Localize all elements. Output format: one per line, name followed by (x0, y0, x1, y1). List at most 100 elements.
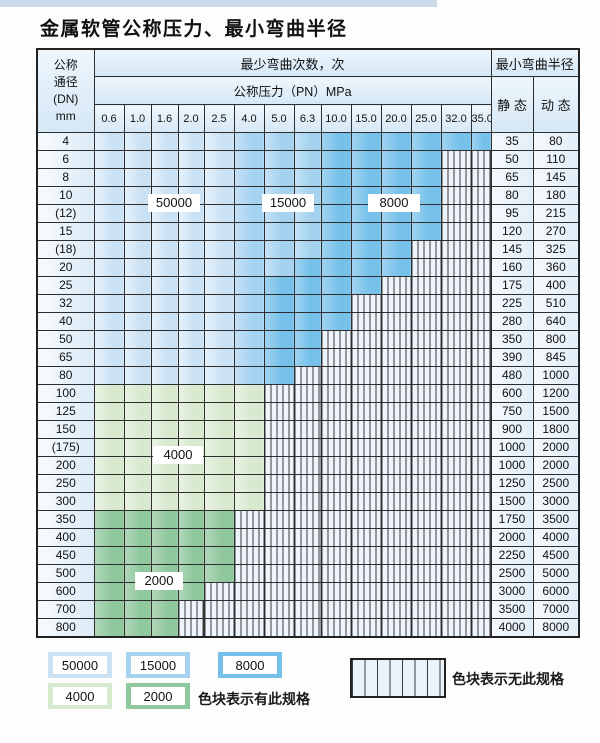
spec-cell-8000 (263, 294, 295, 313)
dynamic-radius-value: 2500 (532, 474, 580, 493)
table-row: 8 65 145 (36, 168, 580, 187)
legend-swatch-label: 2000 (131, 687, 185, 705)
spec-cell-8000 (320, 312, 352, 331)
no-spec-cell (320, 546, 352, 565)
pressure-col-header: 2.5 (203, 104, 235, 133)
no-spec-cell (470, 366, 492, 385)
table-row: 200 1000 2000 (36, 456, 580, 475)
no-spec-cell (263, 402, 295, 421)
no-spec-cell (410, 420, 442, 439)
region-cycles-label: 50000 (148, 194, 200, 212)
no-spec-cell (380, 402, 412, 421)
dynamic-column-header: 动 态 (532, 76, 580, 133)
dn-header-line-2: (DN) (53, 92, 79, 106)
table-row: 50 350 800 (36, 330, 580, 349)
no-spec-cell (470, 186, 492, 205)
spec-cell-2000 (203, 510, 235, 529)
no-spec-cell (410, 240, 442, 259)
no-spec-cell (440, 618, 472, 638)
spec-cell-4000 (177, 492, 205, 511)
no-spec-cell (470, 330, 492, 349)
dn-cell: 150 (36, 420, 95, 439)
dynamic-radius-value: 1800 (532, 420, 580, 439)
no-spec-cell (350, 438, 382, 457)
legend-swatch-label: 8000 (223, 656, 277, 674)
no-spec-cell (440, 474, 472, 493)
spec-cell-8000 (320, 132, 352, 151)
spec-cell-50000 (93, 150, 125, 169)
static-radius-value: 600 (490, 384, 534, 403)
no-spec-cell (380, 528, 412, 547)
dynamic-radius-value: 180 (532, 186, 580, 205)
min-bend-radius-header: 最小弯曲半径 (490, 48, 580, 77)
static-radius-value: 145 (490, 240, 534, 259)
no-spec-cell (380, 384, 412, 403)
no-spec-cell (320, 618, 352, 638)
static-radius-value: 1750 (490, 510, 534, 529)
dynamic-radius-value: 8000 (532, 618, 580, 638)
no-spec-cell (203, 600, 235, 619)
static-radius-value: 2250 (490, 546, 534, 565)
static-radius-value: 390 (490, 348, 534, 367)
no-spec-cell (320, 600, 352, 619)
no-spec-cell (320, 582, 352, 601)
no-spec-cell (293, 564, 322, 583)
no-spec-cell (320, 492, 352, 511)
static-column-header: 静 态 (490, 76, 534, 133)
no-spec-cell (350, 510, 382, 529)
pressure-col-header: 25.0 (410, 104, 442, 133)
no-spec-cell (293, 600, 322, 619)
no-spec-cell (380, 474, 412, 493)
spec-cell-4000 (233, 492, 265, 511)
no-spec-cell (410, 510, 442, 529)
no-spec-cell (440, 150, 472, 169)
no-spec-cell (470, 240, 492, 259)
no-spec-cell (350, 456, 382, 475)
dn-cell: 700 (36, 600, 95, 619)
spec-cell-15000 (233, 312, 265, 331)
dn-cell: 65 (36, 348, 95, 367)
static-radius-value: 900 (490, 420, 534, 439)
dynamic-radius-value: 640 (532, 312, 580, 331)
dn-cell: 125 (36, 402, 95, 421)
no-spec-cell (440, 600, 472, 619)
spec-cell-2000 (203, 564, 235, 583)
spec-cell-8000 (320, 150, 352, 169)
no-spec-cell (440, 420, 472, 439)
spec-cell-8000 (380, 258, 412, 277)
no-spec-cell (233, 546, 265, 565)
no-spec-cell (263, 492, 295, 511)
no-spec-cell (410, 438, 442, 457)
spec-cell-2000 (150, 618, 179, 638)
spec-cell-2000 (123, 618, 152, 638)
spec-cell-8000 (320, 294, 352, 313)
spec-cell-4000 (233, 438, 265, 457)
spec-cell-15000 (263, 240, 295, 259)
spec-cell-50000 (123, 150, 152, 169)
no-spec-cell (470, 510, 492, 529)
spec-cell-4000 (203, 492, 235, 511)
spec-cell-50000 (150, 276, 179, 295)
static-radius-value: 80 (490, 186, 534, 205)
spec-cell-8000 (263, 276, 295, 295)
no-spec-cell (410, 582, 442, 601)
no-spec-cell (470, 168, 492, 187)
no-spec-cell (410, 330, 442, 349)
no-spec-cell (233, 510, 265, 529)
dn-cell: 10 (36, 186, 95, 205)
dn-cell: 200 (36, 456, 95, 475)
dn-cell: 50 (36, 330, 95, 349)
spec-cell-8000 (380, 132, 412, 151)
no-spec-cell (410, 456, 442, 475)
dynamic-radius-value: 1500 (532, 402, 580, 421)
legend-has-spec-text: 色块表示有此规格 (198, 691, 310, 707)
spec-cell-8000 (263, 312, 295, 331)
no-spec-cell (320, 420, 352, 439)
dynamic-radius-value: 4000 (532, 528, 580, 547)
spec-cell-8000 (320, 168, 352, 187)
no-spec-cell (410, 366, 442, 385)
no-spec-cell (293, 420, 322, 439)
spec-cell-50000 (177, 132, 205, 151)
static-radius-value: 95 (490, 204, 534, 223)
